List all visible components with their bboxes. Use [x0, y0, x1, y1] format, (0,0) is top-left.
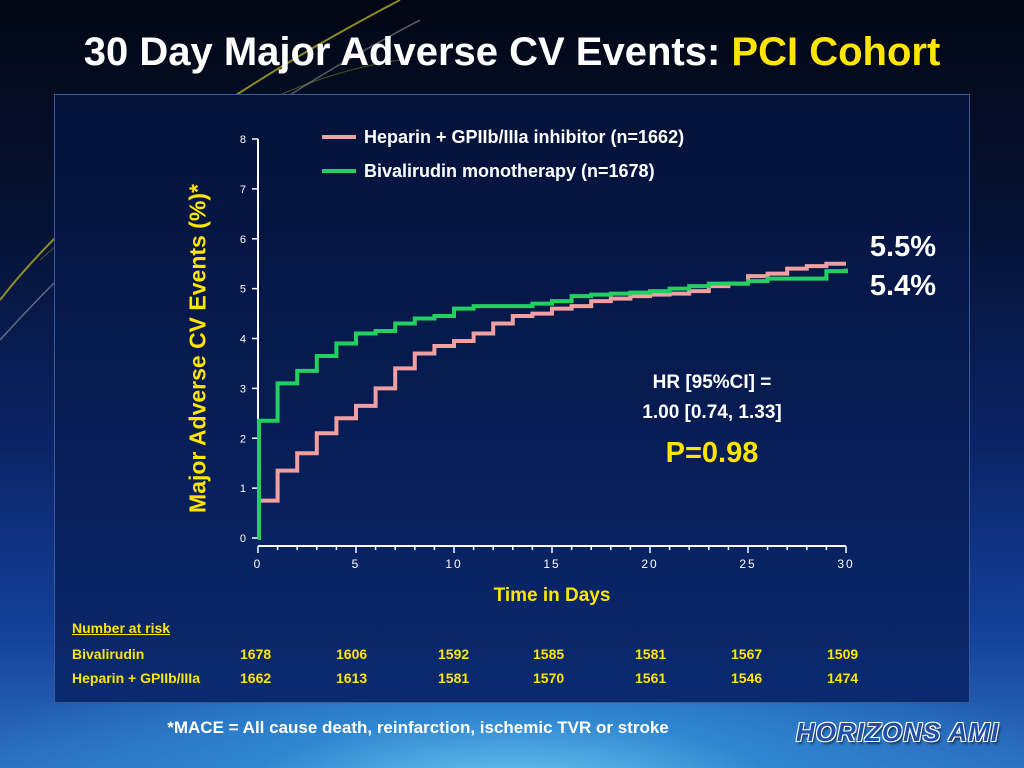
risk-cell: 1606	[336, 646, 368, 662]
risk-cell: 1613	[336, 670, 368, 686]
risk-cell: 1678	[240, 646, 272, 662]
risk-cell: 1662	[240, 670, 272, 686]
legend-label-bivalirudin: Bivalirudin monotherapy (n=1678)	[364, 160, 655, 181]
horizons-ami-logo: HORIZONS AMI	[796, 717, 1000, 747]
chart-panel	[54, 94, 970, 703]
footnote: *MACE = All cause death, reinfarction, i…	[167, 718, 669, 737]
slide-title-highlight: PCI Cohort	[731, 30, 941, 74]
legend-swatch-heparin	[322, 135, 356, 139]
number-at-risk-table: Number at risk Bivalirudin 1678 1606 159…	[72, 618, 952, 690]
y-tick-label: 4	[240, 334, 246, 346]
x-tick-label: 30	[837, 557, 854, 571]
risk-row-label: Heparin + GPIIb/IIIa	[72, 670, 200, 686]
y-tick-label: 1	[240, 483, 246, 495]
legend-swatch-bivalirudin	[322, 169, 356, 173]
legend-item-bivalirudin: Bivalirudin monotherapy (n=1678)	[322, 154, 684, 188]
risk-cell: 1546	[731, 670, 763, 686]
y-tick-label: 0	[240, 533, 246, 545]
y-tick-label: 5	[240, 284, 246, 296]
x-tick-label: 10	[445, 557, 462, 571]
y-tick-label: 7	[240, 184, 246, 196]
risk-cell: 1474	[827, 670, 859, 686]
risk-cell: 1567	[731, 646, 763, 662]
risk-cell: 1592	[438, 646, 470, 662]
risk-table-header: Number at risk	[72, 620, 171, 636]
p-value: P=0.98	[665, 437, 759, 469]
y-tick-label: 8	[240, 134, 246, 146]
risk-cell: 1561	[635, 670, 667, 686]
y-tick-label: 6	[240, 234, 246, 246]
risk-row-bivalirudin: Bivalirudin 1678 1606 1592 1585 1581 156…	[72, 642, 952, 666]
y-axis-label: Major Adverse CV Events (%)*	[184, 184, 211, 513]
x-tick-label: 20	[641, 557, 658, 571]
legend-item-heparin: Heparin + GPIIb/IIIa inhibitor (n=1662)	[322, 120, 684, 154]
x-tick-label: 15	[543, 557, 560, 571]
x-tick-label: 25	[739, 557, 756, 571]
chart-axes: 0 1 2 3 4 5 6 7 8 0 5 10 15 20 25 30	[240, 134, 854, 571]
hazard-ratio-label: HR [95%CI] =	[652, 372, 772, 393]
risk-row-heparin: Heparin + GPIIb/IIIa 1662 1613 1581 1570…	[72, 666, 952, 690]
risk-cell: 1570	[533, 670, 565, 686]
x-tick-label: 5	[352, 557, 361, 571]
risk-row-label: Bivalirudin	[72, 646, 145, 662]
chart-series	[256, 261, 848, 540]
y-tick-label: 2	[240, 433, 246, 445]
chart-legend: Heparin + GPIIb/IIIa inhibitor (n=1662) …	[322, 120, 684, 188]
risk-cell: 1581	[438, 670, 470, 686]
end-value-heparin: 5.5%	[869, 231, 936, 263]
y-tick-label: 3	[240, 383, 246, 395]
slide-title-main: 30 Day Major Adverse CV Events:	[83, 30, 732, 74]
x-axis-label: Time in Days	[493, 585, 611, 606]
series-line-bivalirudin	[256, 268, 848, 540]
hazard-ratio-box: HR [95%CI] = 1.00 [0.74, 1.33] P=0.98	[590, 368, 834, 474]
end-value-bivalirudin: 5.4%	[869, 270, 936, 302]
slide-title: 30 Day Major Adverse CV Events: PCI Coho…	[0, 30, 1024, 75]
x-tick-label: 0	[254, 557, 263, 571]
risk-cell: 1585	[533, 646, 565, 662]
risk-cell: 1509	[827, 646, 859, 662]
hazard-ratio-value: 1.00 [0.74, 1.33]	[642, 402, 782, 423]
legend-label-heparin: Heparin + GPIIb/IIIa inhibitor (n=1662)	[364, 126, 685, 147]
risk-cell: 1581	[635, 646, 667, 662]
